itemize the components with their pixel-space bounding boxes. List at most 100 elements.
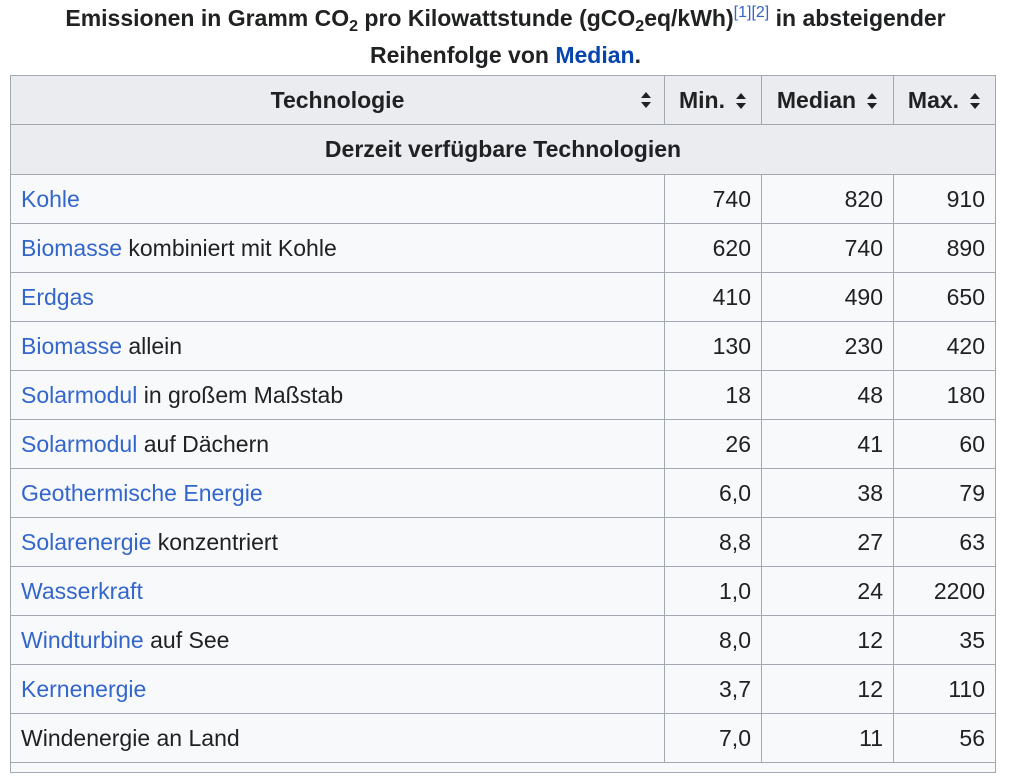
max-cell: 35 xyxy=(893,615,996,665)
table-row: Erdgas 410 490 650 xyxy=(10,272,996,322)
technology-cell: Wasserkraft xyxy=(10,566,665,616)
caption-text-1: Emissionen in Gramm CO xyxy=(65,5,350,31)
median-link[interactable]: Median xyxy=(555,42,635,68)
min-cell: 620 xyxy=(664,223,762,273)
section-title: Derzeit verfügbare Technologien xyxy=(10,124,996,175)
median-cell: 38 xyxy=(761,468,894,518)
caption-sub-1: 2 xyxy=(349,18,359,35)
section-row: Derzeit verfügbare Technologien xyxy=(10,124,996,175)
table-row: Solarmodul auf Dächern 26 41 60 xyxy=(10,419,996,469)
technology-link[interactable]: Biomasse xyxy=(21,234,122,261)
partial-cell xyxy=(10,762,996,773)
table-row: Windturbine auf See 8,0 12 35 xyxy=(10,615,996,665)
caption-sub-2: 2 xyxy=(635,18,645,35)
median-cell: 820 xyxy=(761,174,894,224)
min-cell: 410 xyxy=(664,272,762,322)
column-header-min-label: Min. xyxy=(679,86,725,113)
reference-link-1[interactable]: [1] xyxy=(733,4,752,21)
min-cell: 130 xyxy=(664,321,762,371)
technology-cell: Solarenergie konzentriert xyxy=(10,517,665,567)
median-cell: 11 xyxy=(761,713,894,763)
min-cell: 8,8 xyxy=(664,517,762,567)
table-row: Kohle 740 820 910 xyxy=(10,174,996,224)
table-row: Biomasse allein 130 230 420 xyxy=(10,321,996,371)
max-cell: 650 xyxy=(893,272,996,322)
column-header-min[interactable]: Min. xyxy=(664,75,762,125)
technology-text: in großem Maßstab xyxy=(137,381,344,408)
technology-text: allein xyxy=(121,332,183,359)
caption-text-4: in absteigender xyxy=(769,5,946,31)
min-cell: 26 xyxy=(664,419,762,469)
technology-text: konzentriert xyxy=(151,528,278,555)
technology-cell: Solarmodul in großem Maßstab xyxy=(10,370,665,420)
max-cell: 2200 xyxy=(893,566,996,616)
column-header-max-label: Max. xyxy=(907,86,960,113)
reference-link-2[interactable]: [2] xyxy=(751,4,770,21)
min-cell: 7,0 xyxy=(664,713,762,763)
technology-text: Windenergie an Land xyxy=(21,724,240,751)
technology-text: auf See xyxy=(143,626,230,653)
median-cell: 12 xyxy=(761,615,894,665)
median-cell: 230 xyxy=(761,321,894,371)
technology-cell: Solarmodul auf Dächern xyxy=(10,419,665,469)
max-cell: 420 xyxy=(893,321,996,371)
caption-text-6: . xyxy=(634,42,641,68)
min-cell: 18 xyxy=(664,370,762,420)
column-header-median[interactable]: Median xyxy=(761,75,894,125)
technology-cell: Kohle xyxy=(10,174,665,224)
technology-text: auf Dächern xyxy=(137,430,270,457)
max-cell: 890 xyxy=(893,223,996,273)
max-cell: 79 xyxy=(893,468,996,518)
sort-icon[interactable] xyxy=(735,92,747,110)
min-cell: 740 xyxy=(664,174,762,224)
technology-link[interactable]: Kernenergie xyxy=(21,675,147,702)
technology-link[interactable]: Windturbine xyxy=(21,626,144,653)
technology-link[interactable]: Wasserkraft xyxy=(21,577,143,604)
median-cell: 27 xyxy=(761,517,894,567)
table-row-partial xyxy=(10,762,996,773)
table-row: Geothermische Energie 6,0 38 79 xyxy=(10,468,996,518)
median-cell: 490 xyxy=(761,272,894,322)
technology-link[interactable]: Geothermische Energie xyxy=(21,479,263,506)
caption-text-3: eq/kWh) xyxy=(644,5,734,31)
caption-text-5: Reihenfolge von xyxy=(370,42,556,68)
technology-cell: Biomasse kombiniert mit Kohle xyxy=(10,223,665,273)
emissions-table: Technologie Min. Median Max. Derzeit ver… xyxy=(10,75,996,773)
technology-cell: Biomasse allein xyxy=(10,321,665,371)
median-cell: 24 xyxy=(761,566,894,616)
sort-icon[interactable] xyxy=(866,92,878,110)
max-cell: 56 xyxy=(893,713,996,763)
median-cell: 48 xyxy=(761,370,894,420)
technology-link[interactable]: Solarenergie xyxy=(21,528,152,555)
min-cell: 8,0 xyxy=(664,615,762,665)
column-header-technology[interactable]: Technologie xyxy=(10,75,665,125)
technology-link[interactable]: Kohle xyxy=(21,185,80,212)
technology-link[interactable]: Solarmodul xyxy=(21,381,138,408)
table-row: Solarmodul in großem Maßstab 18 48 180 xyxy=(10,370,996,420)
technology-link[interactable]: Solarmodul xyxy=(21,430,138,457)
table-row: Biomasse kombiniert mit Kohle 620 740 890 xyxy=(10,223,996,273)
median-cell: 41 xyxy=(761,419,894,469)
technology-cell: Windturbine auf See xyxy=(10,615,665,665)
max-cell: 63 xyxy=(893,517,996,567)
column-header-technology-label: Technologie xyxy=(270,86,405,113)
technology-cell: Erdgas xyxy=(10,272,665,322)
min-cell: 3,7 xyxy=(664,664,762,714)
max-cell: 110 xyxy=(893,664,996,714)
technology-text: kombiniert mit Kohle xyxy=(121,234,337,261)
technology-link[interactable]: Biomasse xyxy=(21,332,122,359)
technology-cell: Windenergie an Land xyxy=(10,713,665,763)
table-row: Windenergie an Land 7,0 11 56 xyxy=(10,713,996,763)
technology-link[interactable]: Erdgas xyxy=(21,283,94,310)
column-header-max[interactable]: Max. xyxy=(893,75,996,125)
column-header-median-label: Median xyxy=(776,86,857,113)
min-cell: 1,0 xyxy=(664,566,762,616)
min-cell: 6,0 xyxy=(664,468,762,518)
sort-icon[interactable] xyxy=(640,91,652,109)
table-row: Kernenergie 3,7 12 110 xyxy=(10,664,996,714)
header-row: Technologie Min. Median Max. xyxy=(10,75,996,125)
table-row: Solarenergie konzentriert 8,8 27 63 xyxy=(10,517,996,567)
sort-icon[interactable] xyxy=(969,92,981,110)
technology-cell: Kernenergie xyxy=(10,664,665,714)
caption-text-2: pro Kilowattstunde (gCO xyxy=(358,5,636,31)
